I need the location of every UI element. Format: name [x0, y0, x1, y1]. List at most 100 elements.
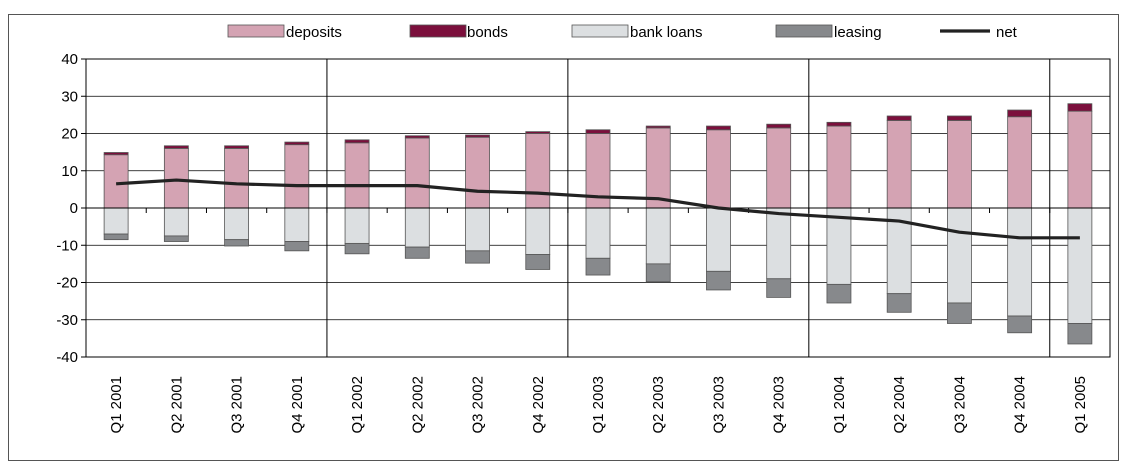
bar-bonds [1007, 109, 1033, 118]
x-tick-label: Q3 2002 [470, 376, 487, 434]
bar-bank-loans [766, 207, 792, 280]
y-tick-label: -40 [56, 349, 78, 366]
y-tick-label: 30 [61, 88, 78, 105]
y-tick-label: 40 [61, 51, 78, 68]
bar-bonds [947, 115, 972, 121]
bar-leasing [525, 254, 551, 270]
bar-leasing [766, 278, 792, 298]
x-tick-label: Q1 2002 [349, 376, 366, 434]
bar-deposits [1007, 116, 1033, 209]
bar-deposits [947, 120, 972, 209]
legend-swatch-bank-loans [571, 24, 629, 38]
bar-bonds [645, 125, 671, 129]
bar-leasing [344, 242, 370, 255]
bar-deposits [706, 129, 731, 209]
bar-bank-loans [103, 207, 129, 235]
legend-swatch-bonds [409, 24, 467, 38]
bar-bank-loans [284, 207, 310, 242]
bar-bank-loans [1067, 207, 1093, 324]
bar-bank-loans [163, 207, 189, 237]
legend-label-net: net [996, 24, 1018, 41]
bar-deposits [826, 125, 852, 209]
x-tick-label: Q4 2004 [1012, 376, 1029, 434]
bar-bank-loans [1007, 207, 1033, 317]
bar-leasing [1067, 323, 1093, 345]
bar-bank-loans [465, 207, 490, 252]
bar-leasing [706, 270, 731, 291]
bar-deposits [645, 127, 671, 209]
bar-leasing [404, 246, 430, 259]
bar-bonds [585, 129, 611, 134]
bar-bonds [224, 145, 249, 149]
bar-bank-loans [826, 207, 852, 285]
legend-label-deposits: deposits [286, 24, 342, 41]
bar-bank-loans [706, 207, 731, 272]
bar-bank-loans [224, 207, 249, 241]
bar-bank-loans [404, 207, 430, 248]
bar-deposits [284, 144, 310, 209]
bar-bonds [284, 141, 310, 146]
x-tick-label: Q2 2003 [650, 376, 667, 434]
bar-leasing [886, 293, 912, 313]
bar-bonds [344, 139, 370, 144]
bar-bank-loans [525, 207, 551, 255]
x-tick-label: Q3 2003 [710, 376, 727, 434]
y-tick-label: 0 [70, 200, 78, 217]
x-tick-label: Q3 2004 [951, 376, 968, 434]
bar-bank-loans [344, 207, 370, 244]
x-tick-label: Q3 2001 [229, 376, 246, 434]
bar-leasing [103, 233, 129, 241]
x-tick-label: Q2 2001 [168, 376, 185, 434]
bar-deposits [886, 120, 912, 209]
x-tick-label: Q4 2001 [289, 376, 306, 434]
x-tick-label: Q2 2004 [891, 376, 908, 434]
bar-leasing [284, 241, 310, 252]
bar-bonds [886, 115, 912, 121]
bar-leasing [947, 302, 972, 324]
bar-bonds [766, 123, 792, 129]
bar-deposits [525, 133, 551, 209]
bar-leasing [645, 263, 671, 283]
bar-deposits [766, 127, 792, 209]
bar-bonds [404, 135, 430, 139]
legend-label-bonds: bonds [467, 24, 508, 41]
legend-label-leasing: leasing [834, 24, 882, 41]
y-tick-label: -10 [56, 237, 78, 254]
y-tick-label: -30 [56, 312, 78, 329]
chart-frame [8, 14, 1119, 461]
bar-leasing [163, 235, 189, 242]
x-tick-label: Q1 2004 [831, 376, 848, 434]
bar-leasing [465, 250, 490, 264]
x-tick-label: Q1 2003 [590, 376, 607, 434]
bar-bonds [1067, 103, 1093, 112]
bar-bonds [103, 152, 129, 156]
bar-bank-loans [947, 207, 972, 304]
bar-leasing [1007, 315, 1033, 334]
bar-deposits [404, 137, 430, 209]
y-tick-label: -20 [56, 275, 78, 292]
x-tick-label: Q4 2003 [771, 376, 788, 434]
y-tick-label: 10 [61, 163, 78, 180]
bar-deposits [344, 142, 370, 209]
x-tick-label: Q2 2002 [409, 376, 426, 434]
legend-swatch-leasing [775, 24, 833, 38]
line-net [116, 178, 1080, 240]
bar-deposits [103, 154, 129, 209]
y-tick-label: 20 [61, 126, 78, 143]
bar-bonds [525, 131, 551, 134]
bar-bonds [706, 125, 731, 131]
bar-deposits [163, 147, 189, 209]
bar-leasing [585, 257, 611, 276]
bar-bank-loans [645, 207, 671, 265]
bar-bonds [826, 121, 852, 127]
x-tick-label: Q1 2005 [1072, 376, 1089, 434]
bar-leasing [224, 239, 249, 247]
bar-deposits [224, 147, 249, 209]
legend-swatch-deposits [227, 24, 285, 38]
bar-bank-loans [585, 207, 611, 259]
bar-deposits [465, 136, 490, 209]
legend-label-bank-loans: bank loans [630, 24, 703, 41]
bar-bonds [163, 145, 189, 149]
bar-bonds [465, 134, 490, 138]
